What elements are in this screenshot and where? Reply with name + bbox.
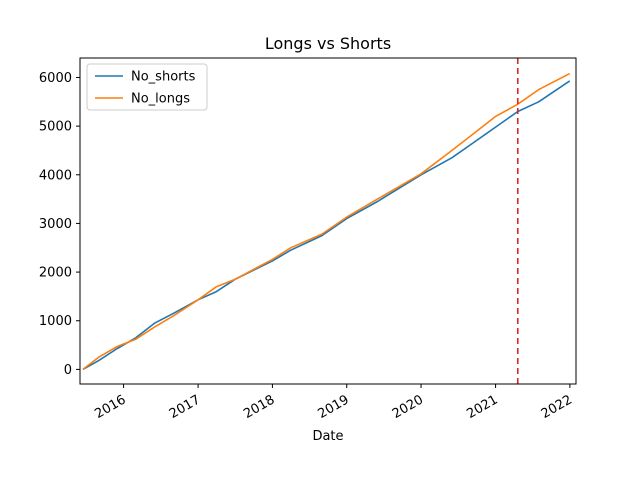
legend: No_shorts No_longs [86,63,208,111]
y-tick-label: 3000 [39,217,72,232]
y-tick-label: 0 [64,363,72,378]
y-tick-label: 2000 [39,266,72,281]
y-tick-label: 6000 [39,71,72,86]
y-tick-label: 5000 [39,120,72,135]
y-tick-label: 4000 [39,168,72,183]
legend-label-no-longs: No_longs [131,92,190,107]
axes-frame [79,57,577,385]
legend-label-no-shorts: No_shorts [131,70,196,85]
series-line-no-shorts [82,80,571,371]
chart-title: Longs vs Shorts [265,34,391,53]
x-axis-label: Date [312,429,343,444]
series-line-no-longs [82,72,571,371]
y-tick-label: 1000 [39,314,72,329]
